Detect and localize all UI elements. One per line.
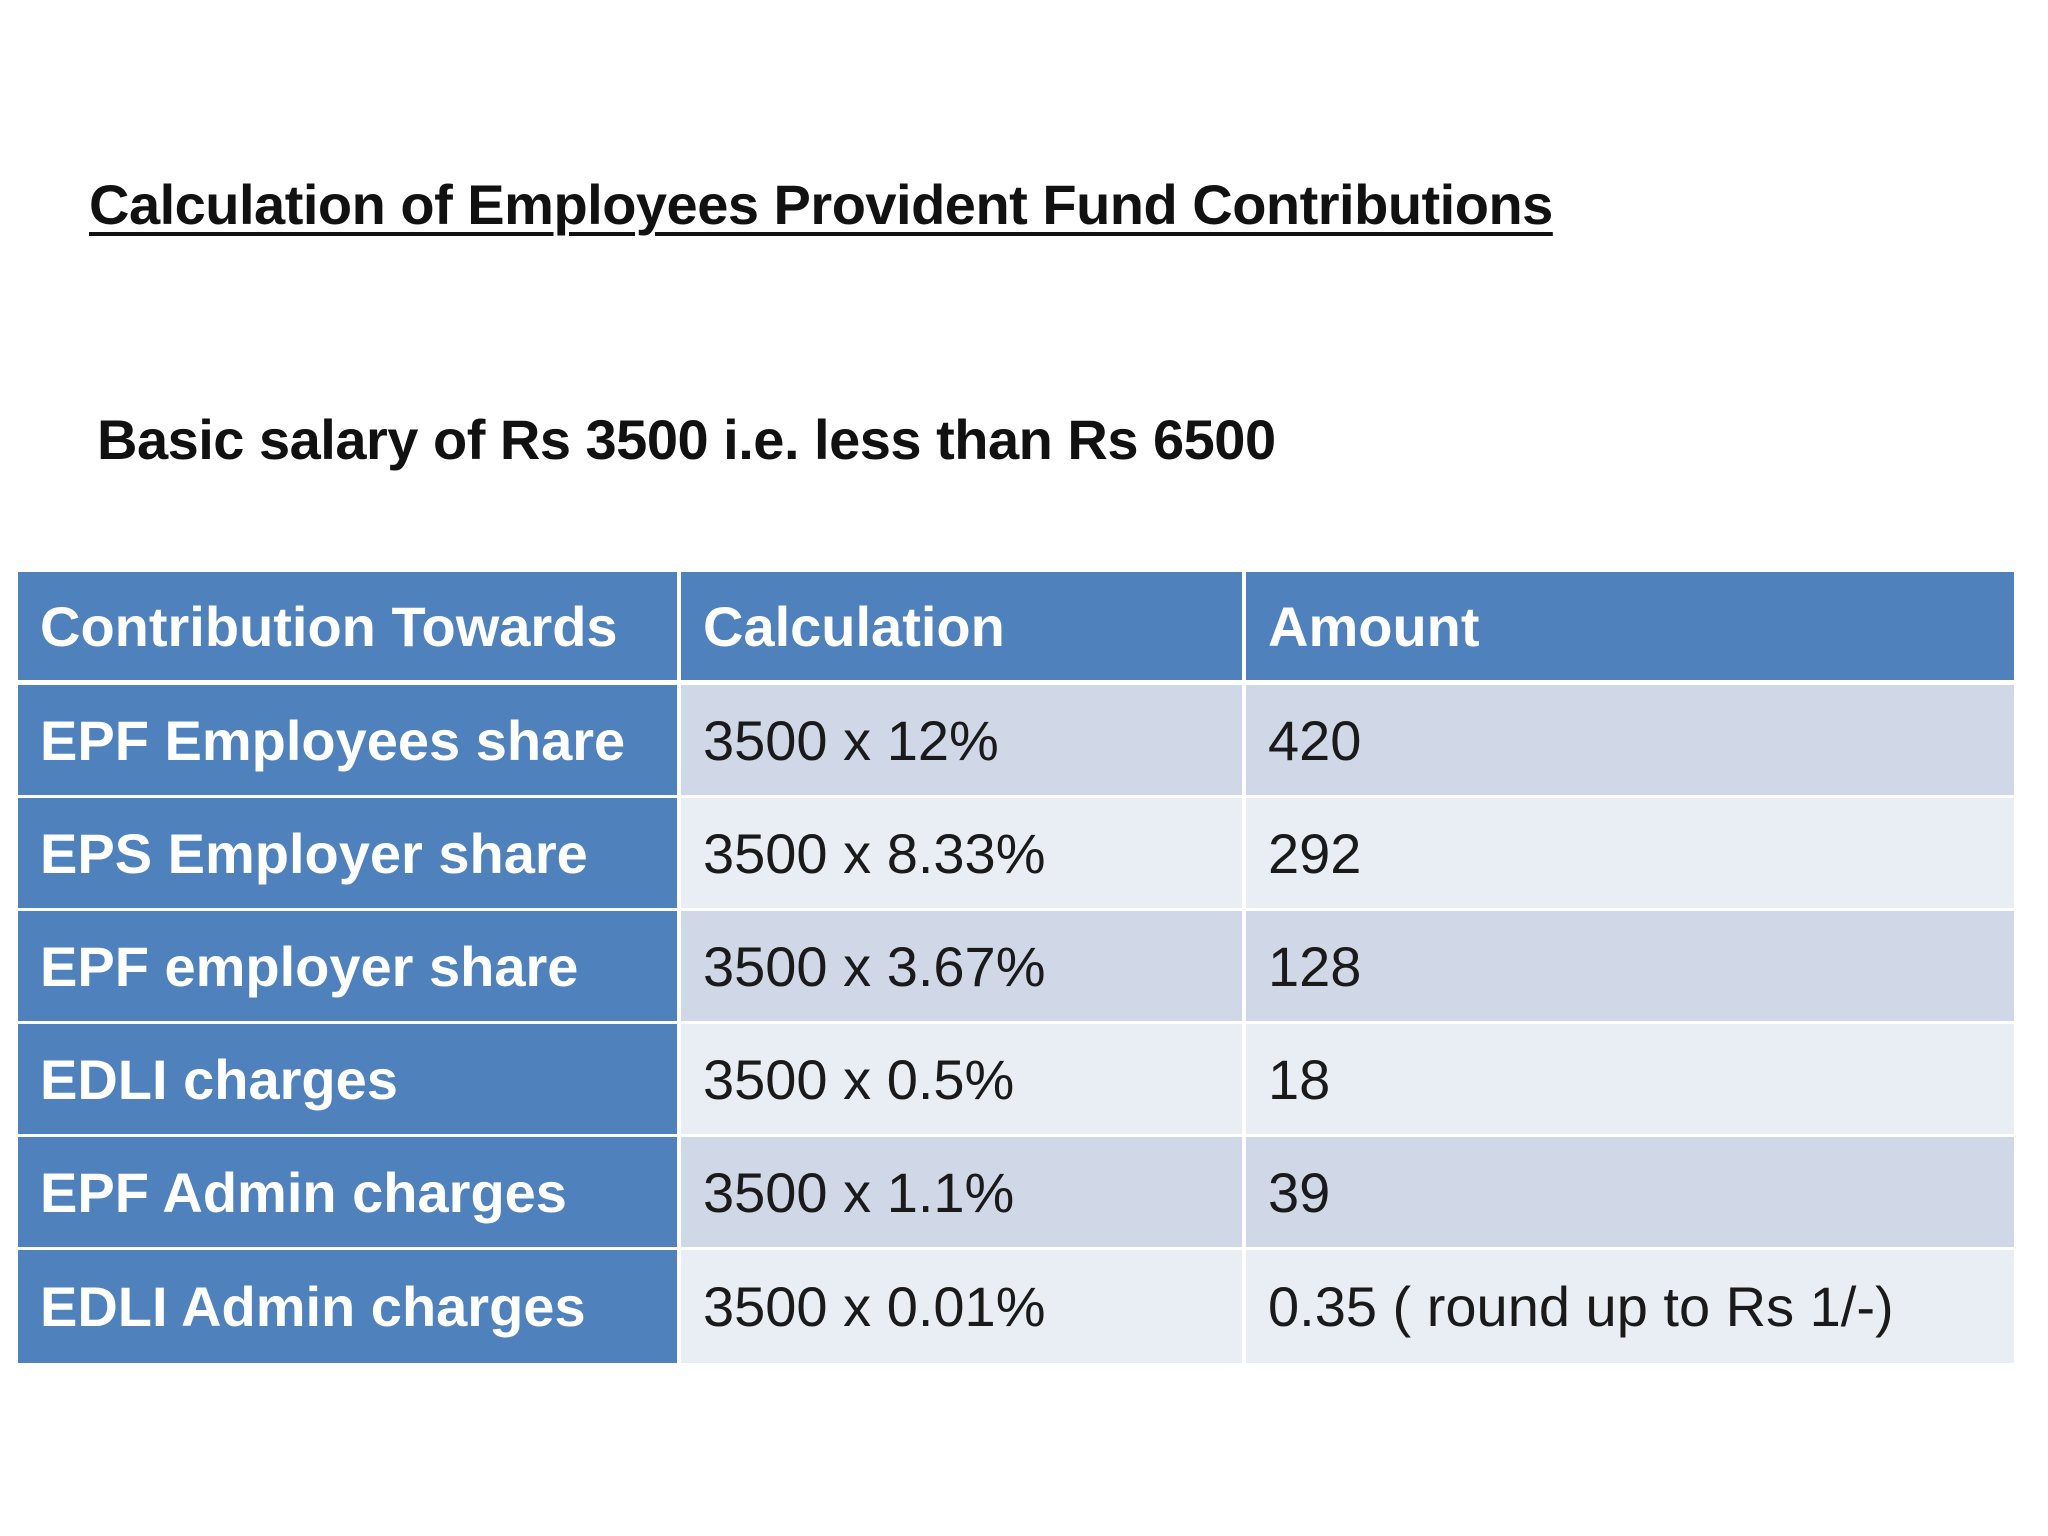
column-header-contribution: Contribution Towards (18, 572, 681, 685)
row-calculation: 3500 x 0.01% (681, 1250, 1246, 1363)
page-subtitle: Basic salary of Rs 3500 i.e. less than R… (97, 408, 1276, 471)
table-row: EDLI Admin charges 3500 x 0.01% 0.35 ( r… (18, 1250, 2014, 1363)
row-amount: 18 (1246, 1024, 2014, 1137)
row-calculation: 3500 x 12% (681, 685, 1246, 798)
row-amount: 292 (1246, 798, 2014, 911)
table-row: EPF Employees share 3500 x 12% 420 (18, 685, 2014, 798)
contribution-table: Contribution Towards Calculation Amount … (18, 572, 2014, 1363)
table-header-row: Contribution Towards Calculation Amount (18, 572, 2014, 685)
row-amount: 0.35 ( round up to Rs 1/-) (1246, 1250, 2014, 1363)
row-amount: 128 (1246, 911, 2014, 1024)
row-label: EPS Employer share (18, 798, 681, 911)
row-calculation: 3500 x 8.33% (681, 798, 1246, 911)
row-amount: 420 (1246, 685, 2014, 798)
table-row: EPF Admin charges 3500 x 1.1% 39 (18, 1137, 2014, 1250)
row-label: EPF employer share (18, 911, 681, 1024)
row-label: EDLI Admin charges (18, 1250, 681, 1363)
row-amount: 39 (1246, 1137, 2014, 1250)
table-row: EPS Employer share 3500 x 8.33% 292 (18, 798, 2014, 911)
row-label: EPF Admin charges (18, 1137, 681, 1250)
row-calculation: 3500 x 0.5% (681, 1024, 1246, 1137)
row-label: EPF Employees share (18, 685, 681, 798)
row-calculation: 3500 x 3.67% (681, 911, 1246, 1024)
row-calculation: 3500 x 1.1% (681, 1137, 1246, 1250)
table-row: EDLI charges 3500 x 0.5% 18 (18, 1024, 2014, 1137)
page-title: Calculation of Employees Provident Fund … (89, 173, 1553, 236)
column-header-amount: Amount (1246, 572, 2014, 685)
row-label: EDLI charges (18, 1024, 681, 1137)
table-row: EPF employer share 3500 x 3.67% 128 (18, 911, 2014, 1024)
column-header-calculation: Calculation (681, 572, 1246, 685)
